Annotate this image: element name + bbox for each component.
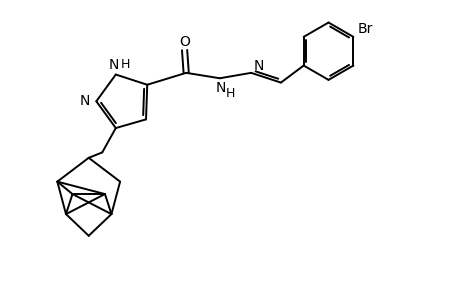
Text: N: N (79, 94, 90, 108)
Text: H: H (225, 87, 235, 100)
Text: N: N (253, 59, 264, 74)
Text: Br: Br (357, 22, 372, 36)
Text: O: O (179, 35, 190, 49)
Text: N: N (215, 81, 225, 95)
Text: N: N (109, 58, 119, 72)
Text: H: H (120, 58, 129, 71)
